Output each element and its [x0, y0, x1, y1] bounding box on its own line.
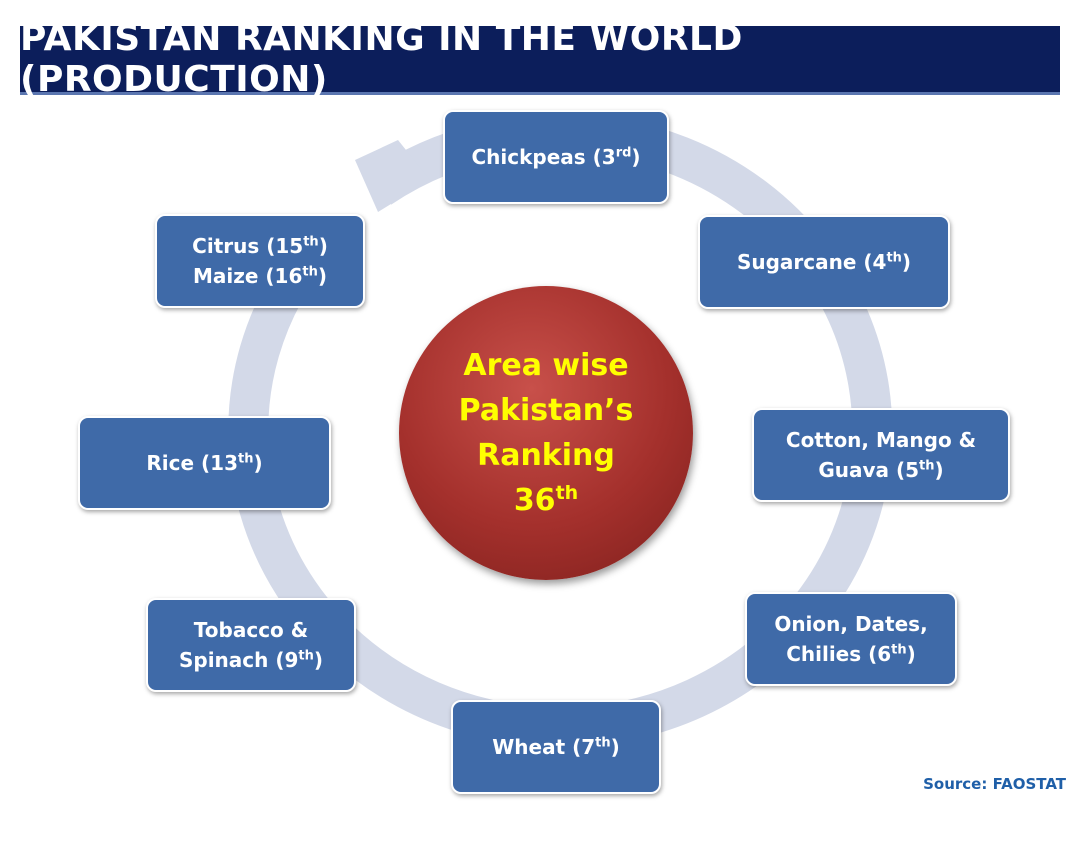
superscript: th	[919, 458, 935, 474]
label-text: )	[318, 234, 328, 258]
label-text: Chickpeas (3	[471, 145, 616, 169]
label-text: Maize (16	[192, 264, 303, 288]
node: Chickpeas (3rd)	[443, 110, 669, 204]
label-text: )	[934, 458, 944, 482]
label-text: Sugarcane (4	[736, 250, 887, 274]
label-text: Pakistan’s	[458, 393, 634, 428]
label-text: )	[906, 642, 916, 666]
superscript: th	[595, 735, 611, 751]
text-line: Onion, Dates,	[774, 609, 927, 639]
text-line: Ranking	[477, 433, 615, 478]
ring-arrow	[355, 140, 430, 212]
node: Tobacco & Spinach (9th)	[146, 598, 356, 692]
text-line: Maize (16th)	[193, 261, 327, 291]
label-text: 36	[513, 483, 556, 518]
text-line: Rice (13th)	[146, 448, 262, 478]
superscript: th	[298, 648, 314, 664]
text-line: Guava (5th)	[818, 455, 943, 485]
superscript: th	[302, 264, 318, 280]
superscript: th	[303, 234, 319, 250]
label-text: Tobacco &	[193, 618, 309, 642]
superscript: th	[555, 482, 579, 504]
label-text: Area wise	[463, 348, 629, 383]
label-text: Rice (13	[146, 451, 238, 475]
label-text: Chilies (6	[786, 642, 892, 666]
label-text: Guava (5	[818, 458, 920, 482]
node: Rice (13th)	[78, 416, 331, 510]
text-line: Tobacco &	[194, 615, 308, 645]
text-line: Pakistan’s	[459, 388, 634, 433]
node: Citrus (15th) Maize (16th)	[155, 214, 365, 308]
superscript: th	[886, 250, 902, 266]
text-line: Wheat (7th)	[492, 732, 620, 762]
label-text: Wheat (7	[492, 735, 596, 759]
label-text: Cotton, Mango &	[785, 428, 977, 452]
label-text: Spinach (9	[178, 648, 299, 672]
node: Sugarcane (4th)	[698, 215, 950, 309]
superscript: rd	[615, 145, 632, 161]
label-text: )	[901, 250, 912, 274]
label-text: )	[631, 145, 641, 169]
source: Source: FAOSTAT	[923, 775, 1066, 793]
text-line: Area wise	[463, 343, 628, 388]
text-line: Chilies (6th)	[786, 639, 916, 669]
center-circle: Area wise Pakistan’s Ranking 36th	[399, 286, 693, 580]
label-text: Citrus (15	[192, 234, 304, 258]
label-text: )	[610, 735, 620, 759]
node: Onion, Dates, Chilies (6th)	[745, 592, 957, 686]
label-text: Ranking	[477, 438, 615, 473]
text-line: Citrus (15th)	[192, 231, 328, 261]
label-text: )	[317, 264, 328, 288]
node: Cotton, Mango & Guava (5th)	[752, 408, 1010, 502]
text-line: Spinach (9th)	[179, 645, 323, 675]
superscript: th	[238, 451, 254, 467]
text-line: Chickpeas (3rd)	[471, 142, 640, 172]
label-text: Onion, Dates,	[774, 612, 928, 636]
label-text: )	[313, 648, 324, 672]
label-text: )	[253, 451, 263, 475]
superscript: th	[891, 642, 907, 658]
text-line: Sugarcane (4th)	[737, 247, 911, 277]
node: Wheat (7th)	[451, 700, 661, 794]
text-line: 36th	[514, 478, 578, 523]
text-line: Cotton, Mango &	[786, 425, 976, 455]
